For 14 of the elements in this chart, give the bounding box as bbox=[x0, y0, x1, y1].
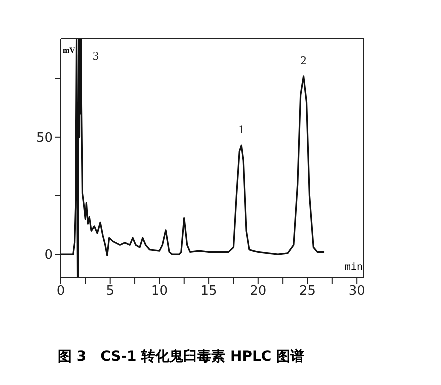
x-tick-label: 15 bbox=[200, 284, 218, 300]
text: 图 3 CS-1 转化鬼臼毒素 HPLC 图谱 bbox=[58, 348, 306, 366]
x-tick-label: 20 bbox=[250, 284, 267, 300]
x-tick-label: 5 bbox=[106, 284, 114, 300]
annotation: 1 bbox=[238, 122, 245, 137]
y-tick-label: 50 bbox=[36, 131, 53, 146]
x-axis-title: min bbox=[345, 263, 364, 274]
x-tick-label: 10 bbox=[151, 284, 168, 300]
x-tick-label: 25 bbox=[299, 284, 316, 300]
y-axis-title: mV bbox=[63, 46, 76, 56]
annotation: 2 bbox=[300, 53, 307, 68]
x-tick-label: 30 bbox=[348, 284, 366, 300]
x-tick-label: 0 bbox=[56, 284, 66, 300]
annotation: 3 bbox=[93, 49, 99, 63]
